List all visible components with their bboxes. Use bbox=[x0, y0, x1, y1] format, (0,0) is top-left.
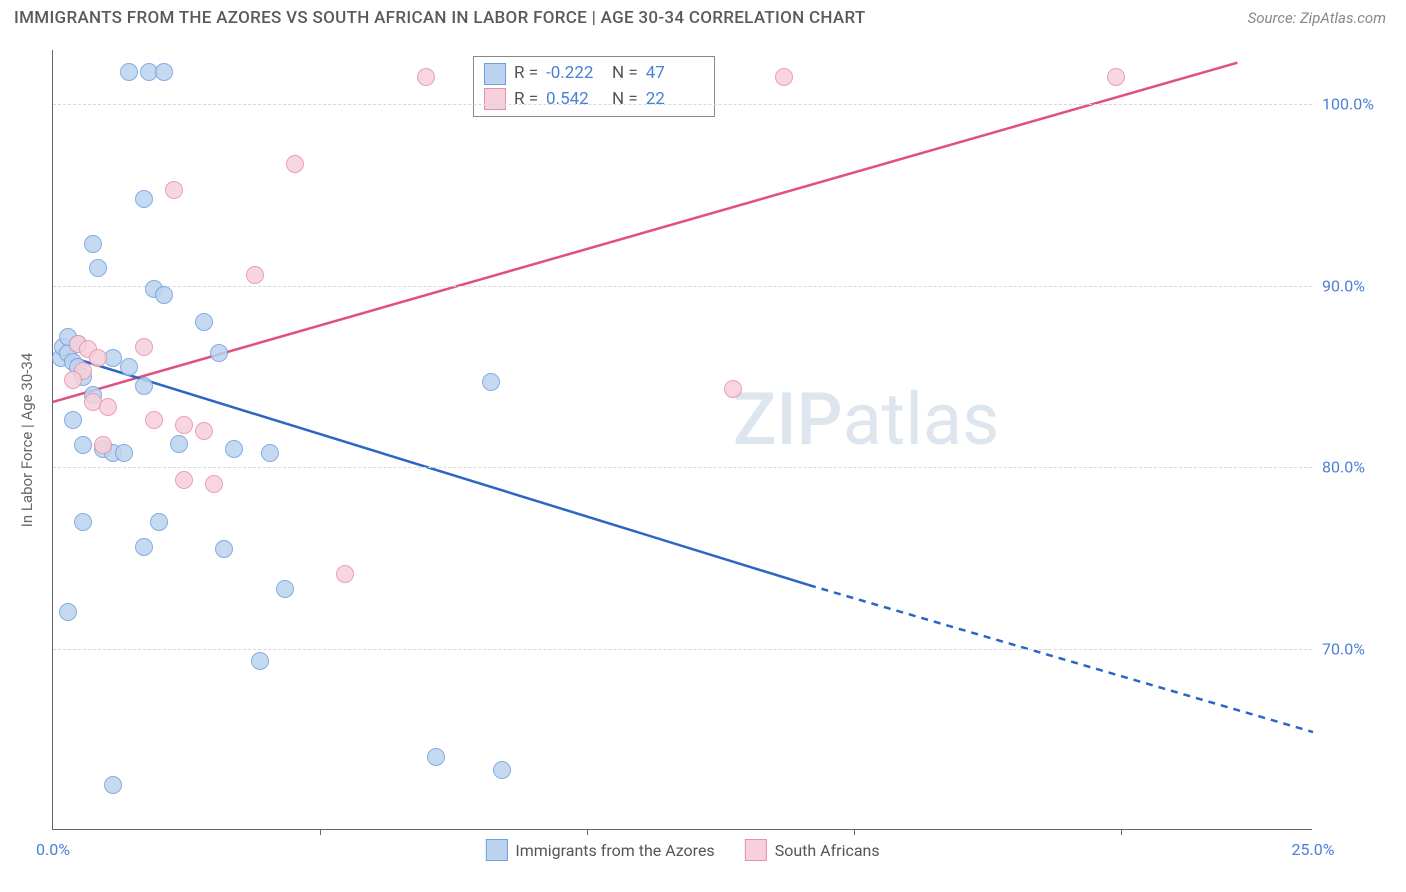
data-point bbox=[135, 338, 153, 356]
data-point bbox=[493, 761, 511, 779]
data-point bbox=[135, 538, 153, 556]
data-point bbox=[89, 349, 107, 367]
swatch-series-2 bbox=[484, 88, 506, 110]
data-point bbox=[74, 513, 92, 531]
data-point bbox=[276, 580, 294, 598]
data-point bbox=[170, 435, 188, 453]
x-tick-label: 0.0% bbox=[36, 840, 70, 859]
data-point bbox=[1107, 68, 1125, 86]
x-tick-mark bbox=[854, 829, 855, 835]
data-point bbox=[427, 748, 445, 766]
data-point bbox=[417, 68, 435, 86]
data-point bbox=[145, 411, 163, 429]
data-point bbox=[64, 371, 82, 389]
data-point bbox=[64, 411, 82, 429]
data-point bbox=[155, 286, 173, 304]
data-point bbox=[135, 190, 153, 208]
data-point bbox=[724, 380, 742, 398]
chart-title: IMMIGRANTS FROM THE AZORES VS SOUTH AFRI… bbox=[14, 8, 866, 28]
data-point bbox=[120, 63, 138, 81]
data-point bbox=[94, 436, 112, 454]
y-tick-label: 70.0% bbox=[1322, 639, 1392, 658]
n-value-2: 22 bbox=[646, 87, 704, 113]
n-value-1: 47 bbox=[646, 61, 704, 87]
data-point bbox=[251, 652, 269, 670]
data-point bbox=[99, 398, 117, 416]
y-tick-label: 100.0% bbox=[1322, 95, 1392, 114]
data-point bbox=[215, 540, 233, 558]
data-point bbox=[225, 440, 243, 458]
source-label: Source: ZipAtlas.com bbox=[1248, 9, 1386, 27]
x-tick-mark bbox=[320, 829, 321, 835]
data-point bbox=[104, 776, 122, 794]
x-tick-mark bbox=[587, 829, 588, 835]
data-point bbox=[775, 68, 793, 86]
legend-label-1: Immigrants from the Azores bbox=[515, 841, 714, 860]
data-point bbox=[155, 63, 173, 81]
data-point bbox=[175, 471, 193, 489]
x-tick-label: 25.0% bbox=[1292, 840, 1335, 859]
data-point bbox=[336, 565, 354, 583]
bottom-legend: Immigrants from the Azores South African… bbox=[485, 839, 879, 861]
data-point bbox=[84, 235, 102, 253]
r-value-2: 0.542 bbox=[546, 87, 604, 113]
data-point bbox=[482, 373, 500, 391]
data-point bbox=[195, 313, 213, 331]
y-axis-label: In Labor Force | Age 30-34 bbox=[18, 353, 36, 527]
swatch-series-1 bbox=[484, 63, 506, 85]
n-label-2: N = bbox=[612, 87, 638, 113]
legend-item-1: Immigrants from the Azores bbox=[485, 839, 714, 861]
grid-line bbox=[53, 649, 1312, 650]
plot-area: ZIPatlas R = -0.222 N = 47 R = 0.542 N =… bbox=[52, 50, 1312, 830]
r-label-1: R = bbox=[514, 61, 538, 87]
grid-line bbox=[53, 286, 1312, 287]
data-point bbox=[120, 358, 138, 376]
data-point bbox=[246, 266, 264, 284]
trend-lines bbox=[53, 50, 1312, 829]
data-point bbox=[261, 444, 279, 462]
data-point bbox=[165, 181, 183, 199]
grid-line bbox=[53, 467, 1312, 468]
stats-box: R = -0.222 N = 47 R = 0.542 N = 22 bbox=[473, 56, 715, 117]
legend-item-2: South Africans bbox=[745, 839, 880, 861]
stats-row-1: R = -0.222 N = 47 bbox=[484, 61, 704, 87]
data-point bbox=[59, 603, 77, 621]
r-label-2: R = bbox=[514, 87, 538, 113]
data-point bbox=[210, 344, 228, 362]
data-point bbox=[74, 436, 92, 454]
legend-swatch-2 bbox=[745, 839, 767, 861]
grid-line bbox=[53, 104, 1312, 105]
data-point bbox=[150, 513, 168, 531]
data-point bbox=[205, 475, 223, 493]
data-point bbox=[286, 155, 304, 173]
data-point bbox=[195, 422, 213, 440]
n-label-1: N = bbox=[612, 61, 638, 87]
legend-swatch-1 bbox=[485, 839, 507, 861]
data-point bbox=[175, 416, 193, 434]
y-tick-label: 80.0% bbox=[1322, 458, 1392, 477]
chart-container: In Labor Force | Age 30-34 ZIPatlas R = … bbox=[0, 40, 1406, 892]
stats-row-2: R = 0.542 N = 22 bbox=[484, 87, 704, 113]
legend-label-2: South Africans bbox=[775, 841, 880, 860]
r-value-1: -0.222 bbox=[546, 61, 604, 87]
data-point bbox=[135, 377, 153, 395]
y-tick-label: 90.0% bbox=[1322, 276, 1392, 295]
data-point bbox=[115, 444, 133, 462]
x-tick-mark bbox=[1121, 829, 1122, 835]
data-point bbox=[89, 259, 107, 277]
